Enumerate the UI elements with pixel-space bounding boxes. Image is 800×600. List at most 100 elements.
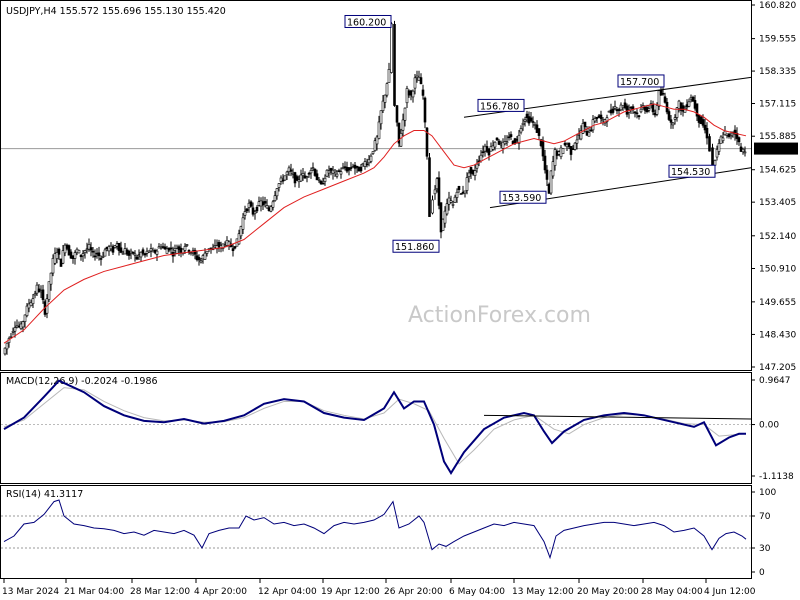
candle-body (519, 128, 523, 133)
candle-body (141, 249, 145, 254)
candle-body (423, 97, 427, 123)
candle (695, 103, 699, 121)
candle (113, 245, 117, 249)
candle (299, 169, 303, 182)
candle-body (611, 108, 615, 113)
candle-body (213, 245, 217, 248)
candle (741, 147, 745, 155)
candle (509, 131, 513, 141)
candle (295, 174, 299, 181)
candle (383, 94, 387, 109)
candle-body (61, 250, 65, 264)
candle-body (177, 246, 181, 250)
candle-body (525, 113, 529, 119)
candle (61, 244, 65, 265)
candle-body (333, 169, 337, 173)
candle (55, 247, 59, 264)
candle-body (231, 248, 235, 252)
candle (385, 82, 389, 98)
time-axis-label: 13 May 12:00 (512, 587, 574, 597)
candle-body (75, 248, 79, 253)
candle (617, 107, 621, 117)
annotation-box (617, 74, 665, 88)
annotation-box (499, 190, 547, 204)
candle (81, 250, 85, 262)
candle-body (263, 201, 267, 204)
candle (553, 147, 557, 171)
candle-body (63, 244, 67, 254)
candle-body (683, 107, 687, 113)
candle (717, 139, 721, 156)
moving-average-line (3, 103, 747, 344)
candle (545, 165, 549, 186)
candle-body (111, 246, 115, 253)
candle (495, 137, 499, 141)
candle (455, 188, 459, 203)
candle (387, 62, 391, 83)
price-annotation: 153.590 (499, 190, 547, 204)
candle-body (507, 136, 511, 139)
candle (333, 168, 337, 177)
candle (77, 249, 81, 254)
candle (549, 170, 553, 195)
candle-body (517, 134, 521, 144)
candle (337, 168, 341, 173)
candle-body (145, 250, 149, 254)
candle (465, 172, 469, 195)
candle (441, 218, 445, 231)
candle-body (49, 272, 53, 285)
candle-body (721, 137, 725, 142)
candle-body (329, 168, 333, 171)
candle-body (103, 249, 107, 257)
candle-body (277, 183, 281, 188)
macd-axis-label: 0.00 (759, 421, 779, 431)
candle (349, 162, 353, 172)
candle (595, 116, 599, 124)
candle (635, 109, 639, 119)
current-price-tag-label: 155.420 (757, 145, 794, 155)
candle (3, 347, 7, 356)
candle-body (523, 119, 527, 122)
candle-body (711, 147, 714, 168)
candle-body (455, 191, 459, 198)
candle (143, 252, 147, 258)
candle (377, 115, 381, 140)
candle-body (5, 342, 9, 350)
candle-body (123, 248, 127, 255)
candle-body (655, 105, 659, 115)
candle-body (161, 246, 165, 248)
candle-body (733, 129, 737, 135)
candle-body (459, 193, 463, 195)
candle-body (179, 247, 183, 253)
time-axis-label: 21 Mar 04:00 (64, 587, 124, 597)
candle-body (121, 253, 125, 255)
price-axis-label: 153.405 (759, 198, 796, 208)
candle (149, 243, 153, 258)
candle (51, 254, 55, 277)
candle (579, 125, 583, 141)
candle-body (29, 302, 33, 307)
candle-body (321, 182, 325, 185)
candle-body (579, 130, 583, 140)
time-axis-label: 28 Mar 12:00 (130, 587, 190, 597)
candle (687, 98, 691, 108)
candle (657, 89, 661, 111)
candle-body (33, 293, 37, 296)
candle-body (383, 94, 387, 103)
candle (467, 169, 471, 183)
candle-body (135, 256, 139, 260)
candle (639, 104, 643, 114)
candle (443, 206, 447, 228)
candle (147, 250, 151, 254)
candle (237, 229, 241, 245)
candle (339, 167, 343, 179)
candle-body (595, 116, 599, 119)
candle-body (569, 146, 573, 155)
candle (251, 202, 255, 217)
candle (133, 250, 137, 262)
candle-body (473, 170, 477, 176)
time-axis-label: 26 Apr 20:00 (384, 587, 443, 597)
candle-body (379, 110, 383, 125)
candle-body (47, 281, 51, 300)
candle (253, 209, 257, 220)
